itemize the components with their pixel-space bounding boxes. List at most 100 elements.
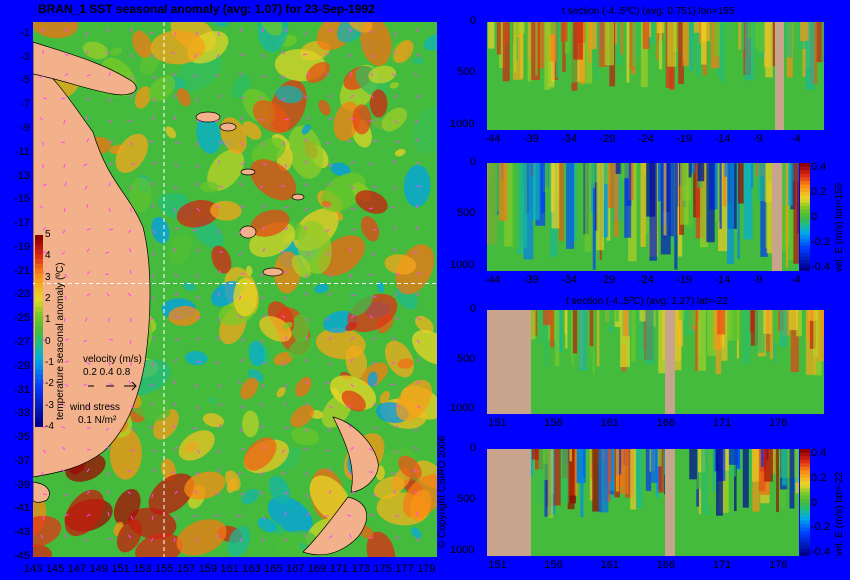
anomaly-patch: [196, 116, 221, 154]
section-streak: [800, 22, 809, 42]
section-streak: [807, 310, 813, 340]
section-streak: [689, 449, 697, 480]
wind-vector: [130, 141, 134, 146]
wind-vector: [261, 27, 264, 33]
panel-x-tick: 151: [488, 559, 507, 571]
wind-vector: [86, 97, 91, 101]
section-streak: [657, 163, 662, 202]
wind-vector: [346, 514, 352, 517]
section-streak: [816, 22, 824, 63]
anomaly-patch: [233, 277, 258, 317]
panel-x-tick: -4: [791, 133, 801, 145]
map-y-tick: -19: [14, 240, 30, 253]
wind-vector: [304, 160, 308, 165]
colorbar-segment: [800, 170, 810, 175]
section-streak: [620, 163, 629, 179]
colorbar-segment: [800, 545, 810, 550]
wind-vector: [328, 29, 333, 33]
map-y-tick: -43: [14, 526, 30, 539]
wind-vector: [130, 449, 136, 452]
wind-vector: [217, 292, 220, 297]
wind-vector: [86, 293, 91, 297]
colorbar-segment: [35, 235, 43, 241]
section-streak: [554, 449, 561, 506]
panel-x-tick: -19: [676, 274, 693, 286]
wind-vector: [42, 449, 47, 454]
panel-x-tick: 166: [656, 417, 676, 429]
wind-vector: [86, 361, 91, 366]
section-streak: [673, 310, 682, 371]
colorbar-segment: [800, 253, 810, 258]
colorbar-segment: [35, 311, 43, 318]
map-x-tick: 171: [329, 563, 349, 575]
wind-vector: [284, 512, 287, 517]
wind-vector: [86, 138, 90, 143]
section-streak: [624, 163, 632, 238]
wind-vector: [326, 204, 330, 209]
colorbar-segment: [800, 220, 810, 225]
section-streak: [498, 163, 508, 221]
wind-vector: [240, 205, 245, 209]
colorbar-segment: [800, 238, 810, 243]
anomaly-patch: [321, 200, 332, 208]
panel-colorbar-tick: 0.4: [811, 161, 827, 173]
wind-vector: [348, 471, 352, 476]
wind-vector: [259, 424, 264, 429]
wind-vector: [86, 468, 90, 473]
section-streak: [499, 22, 506, 69]
wind-vector: [172, 380, 176, 385]
wind-vector: [416, 381, 421, 385]
anomaly-patch: [242, 410, 259, 438]
wind-vector: [174, 446, 178, 451]
new-guinea-land: [33, 41, 137, 96]
section-streak: [515, 22, 520, 35]
wind-vector: [350, 94, 354, 99]
anomaly-patch: [129, 176, 152, 213]
wind-vector: [369, 273, 374, 276]
wind-vector: [328, 490, 332, 495]
section-streak: [751, 22, 757, 81]
wind-vector: [394, 449, 398, 454]
wind-vector: [281, 449, 286, 454]
panel-x-tick: -14: [714, 133, 731, 145]
section-streak: [763, 310, 772, 334]
wind-vector: [128, 380, 132, 385]
colorbar-segment: [35, 383, 43, 390]
section-streak: [656, 22, 665, 34]
wind-vector: [64, 295, 67, 300]
colorbar-segment: [800, 459, 810, 464]
wind-vector: [196, 163, 200, 168]
section-streak: [504, 163, 514, 247]
section-streak: [714, 22, 720, 57]
anomaly-patch: [314, 283, 329, 294]
wind-vector: [325, 381, 330, 385]
colorbar-segment: [800, 495, 810, 500]
wind-vector: [328, 94, 332, 99]
wind-vector: [350, 358, 354, 363]
anomaly-patch: [394, 148, 406, 157]
wind-vector: [328, 361, 332, 366]
anomaly-patch: [291, 255, 311, 278]
colorbar-segment: [800, 452, 810, 457]
wind-vector: [196, 449, 200, 454]
wind-vector: [413, 469, 418, 473]
wind-vector: [108, 228, 114, 231]
wind-vector: [240, 141, 244, 146]
wind-vector: [218, 403, 223, 407]
map-y-tick: -3: [20, 50, 30, 63]
section-streak: [805, 22, 815, 90]
wind-vector: [174, 338, 179, 341]
colorbar-segment: [35, 388, 43, 394]
section-streak: [690, 310, 696, 326]
panel-y-tick: 500: [457, 207, 476, 220]
colorbar-segment: [800, 552, 810, 556]
section-streak: [589, 310, 594, 347]
colorbar-segment: [800, 541, 810, 546]
map-y-tick: -45: [14, 550, 30, 562]
anomaly-patch: [176, 200, 219, 228]
anomaly-patch: [423, 33, 437, 51]
anomaly-patch: [273, 352, 294, 366]
colorbar-segment: [800, 181, 810, 186]
wind-vector: [416, 203, 419, 209]
map-x-tick: 163: [242, 563, 261, 575]
